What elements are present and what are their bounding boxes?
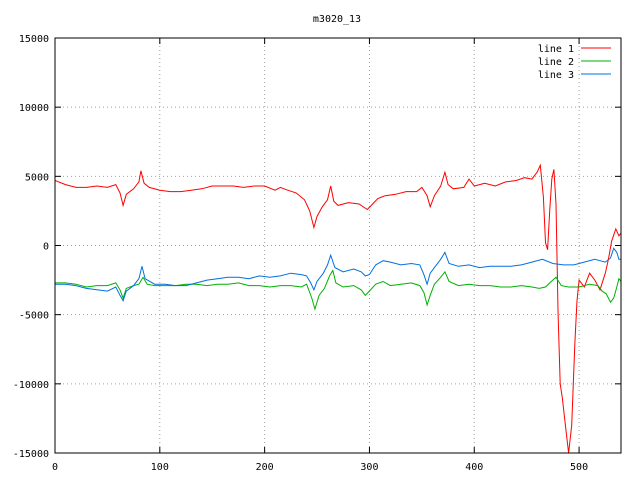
legend-label-1: line 1 [538,44,574,55]
y-axis-labels: -15000 -10000 -5000 0 5000 10000 15000 [13,34,49,460]
series-line-2 [55,269,621,311]
x-tick-label: 200 [256,462,274,473]
series-line-1 [55,163,621,453]
x-tick-label: 400 [465,462,483,473]
x-tick-label: 500 [570,462,588,473]
chart-title: m3020_13 [313,14,361,25]
y-tick-label: -15000 [13,449,49,460]
x-tick-label: 300 [360,462,378,473]
x-tick-label: 100 [151,462,169,473]
legend-label-3: line 3 [538,70,574,81]
grid-lines [55,38,621,453]
x-tick-label: 0 [52,462,58,473]
y-tick-label: 5000 [25,172,49,183]
y-tick-label: -10000 [13,380,49,391]
axis-ticks [54,37,621,454]
x-axis-labels: 0 100 200 300 400 500 [52,462,588,473]
y-tick-label: -5000 [19,311,49,322]
series-line-3 [55,247,621,303]
y-tick-label: 15000 [19,34,49,45]
legend-label-2: line 2 [538,57,574,68]
series-group [55,163,621,453]
y-tick-label: 10000 [19,103,49,114]
legend: line 1 line 2 line 3 [538,44,611,81]
y-tick-label: 0 [43,242,49,253]
